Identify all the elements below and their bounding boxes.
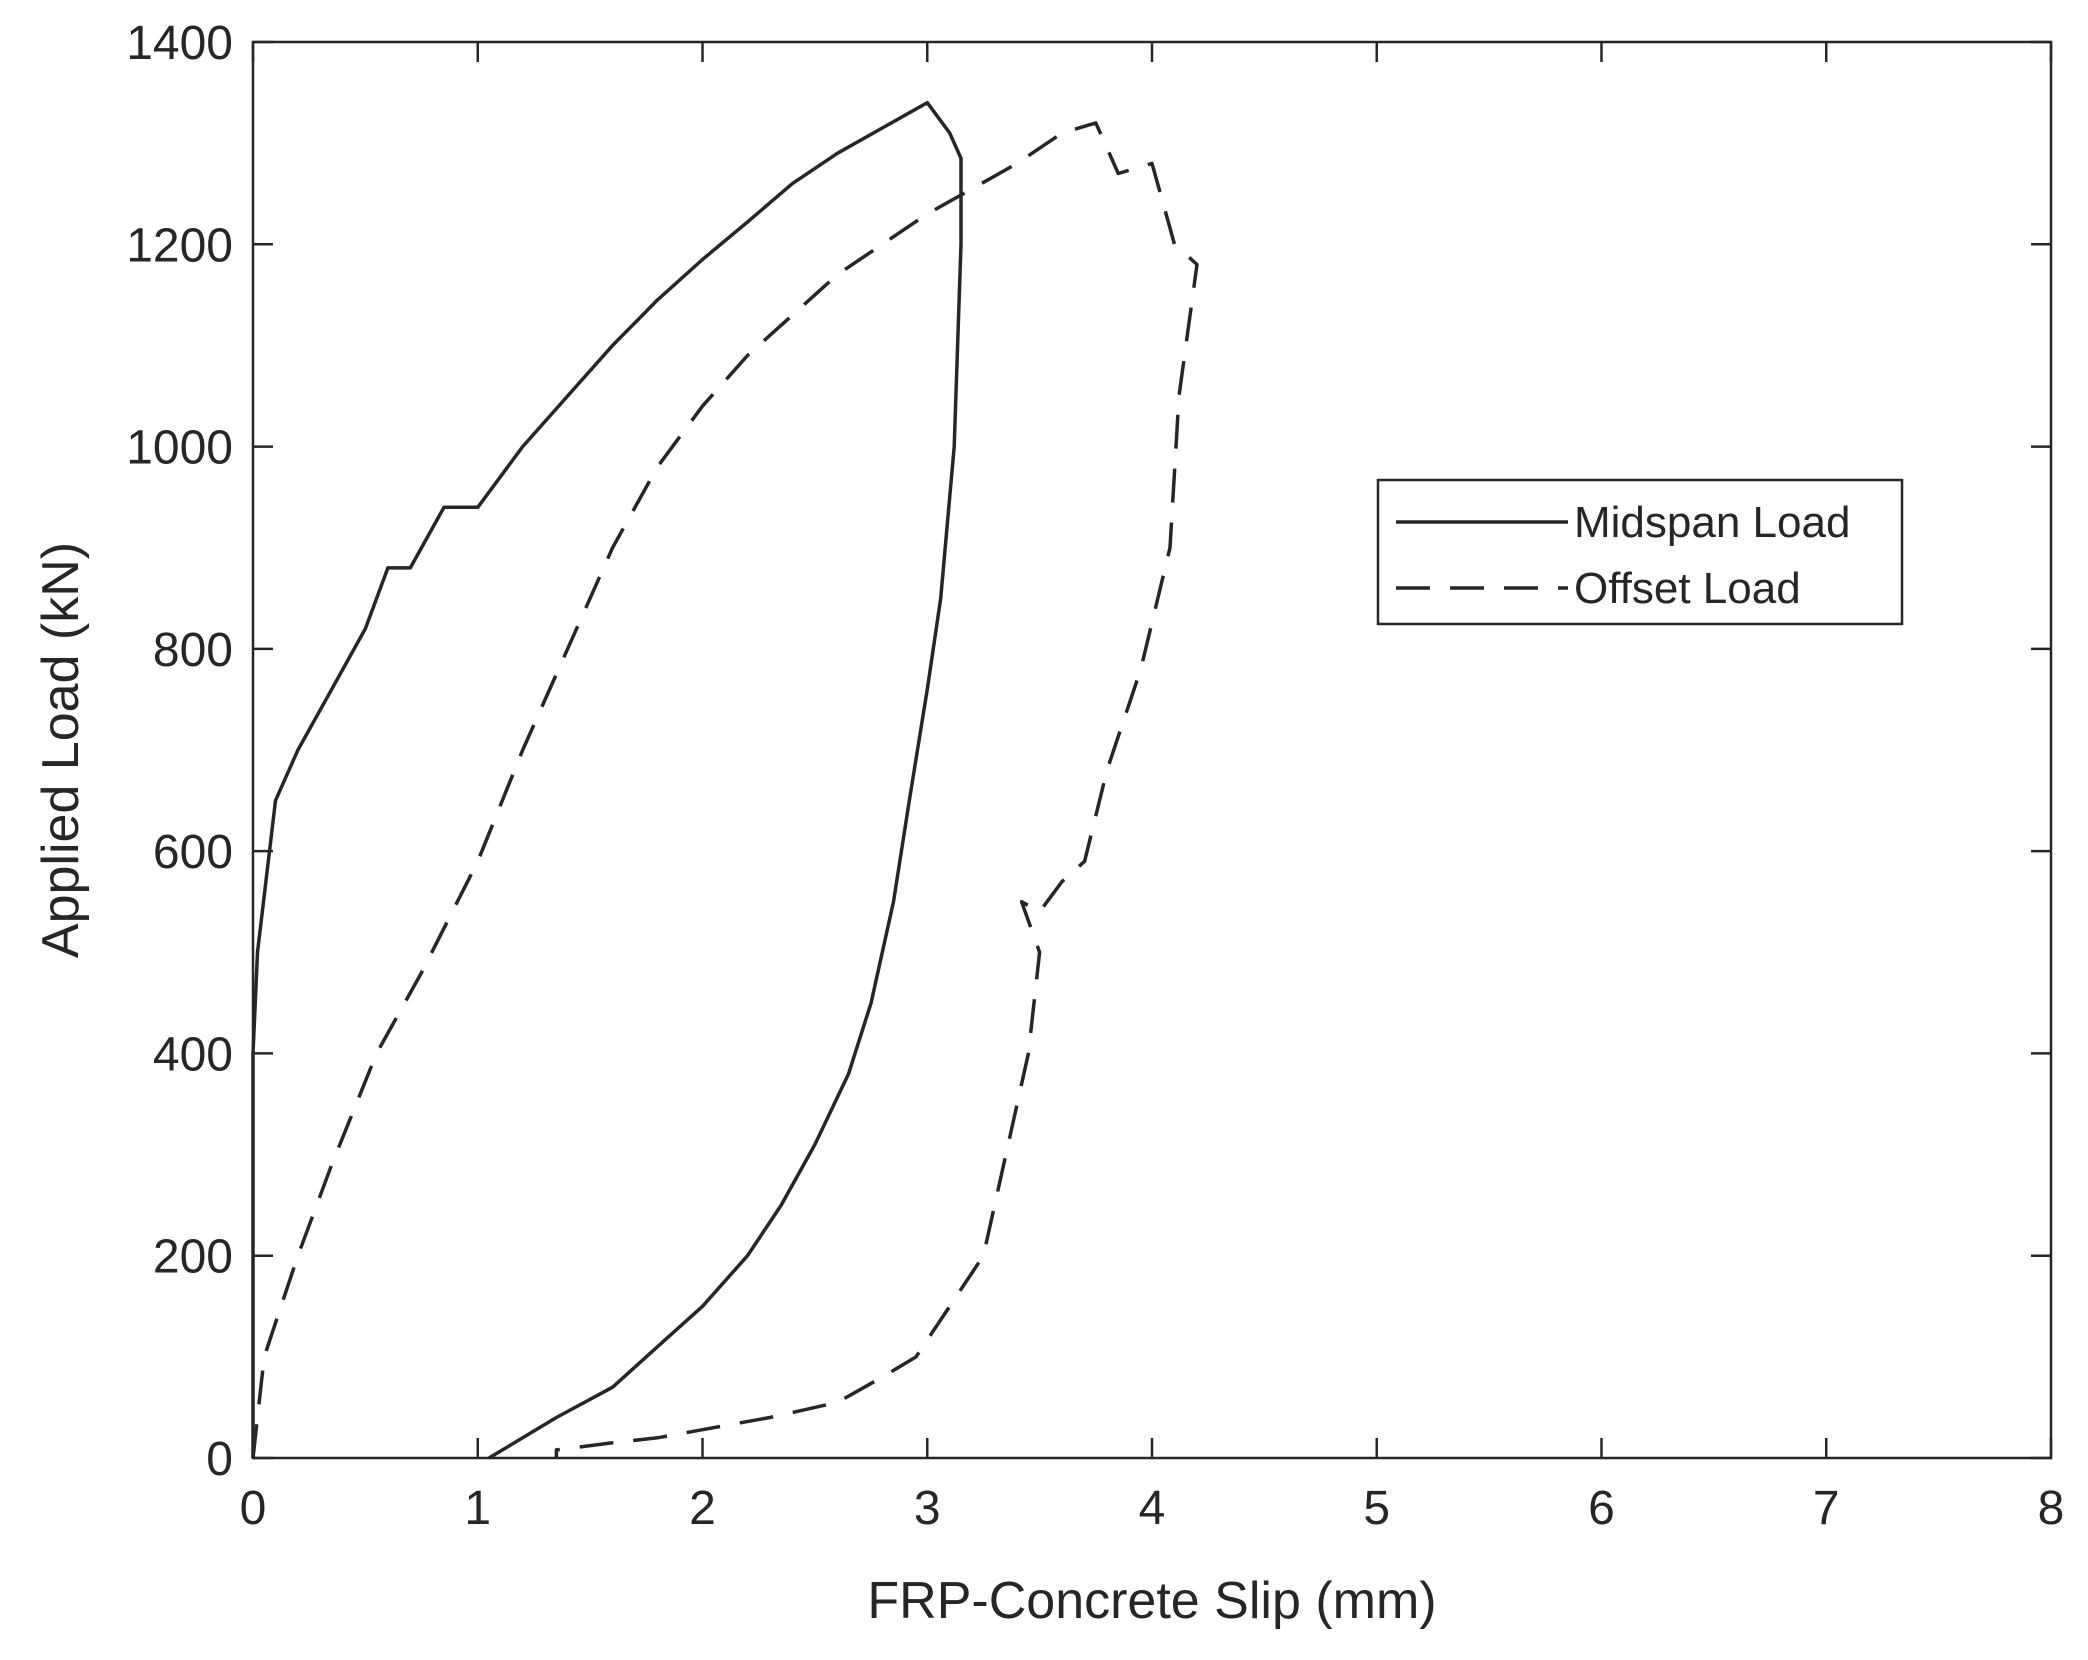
y-tick-label: 1200 [126,219,233,272]
y-axis-label: Applied Load (kN) [32,542,90,958]
y-tick-label: 0 [206,1433,233,1486]
x-tick-label: 8 [2038,1482,2065,1535]
x-tick-label: 2 [689,1482,716,1535]
y-tick-label: 1400 [126,17,233,70]
x-tick-label: 7 [1813,1482,1840,1535]
legend: Midspan Load Offset Load [1376,478,1904,626]
plot-area: 0 1 2 3 4 5 6 7 8 0 200 400 600 800 1000 1200 1400 [126,17,2064,1535]
x-axis-label: FRP-Concrete Slip (mm) [867,1572,1436,1630]
x-tick-label: 1 [464,1482,491,1535]
y-tick-label: 1000 [126,422,233,475]
legend-box [1376,478,1904,626]
series-line-midspan-load [251,100,963,1460]
y-tick-label: 400 [153,1028,233,1081]
x-tick-label: 6 [1588,1482,1615,1535]
legend-label: Offset Load [1574,564,1801,613]
y-tick-label: 600 [153,826,233,879]
y-tick-label: 200 [153,1231,233,1284]
x-tick-label: 5 [1363,1482,1390,1535]
legend-label: Midspan Load [1574,498,1850,547]
x-tick-label: 4 [1139,1482,1166,1535]
x-tick-label: 3 [914,1482,941,1535]
series-line-offset-load [251,121,1199,1459]
x-tick-label: 0 [240,1482,267,1535]
y-tick-label: 800 [153,624,233,677]
